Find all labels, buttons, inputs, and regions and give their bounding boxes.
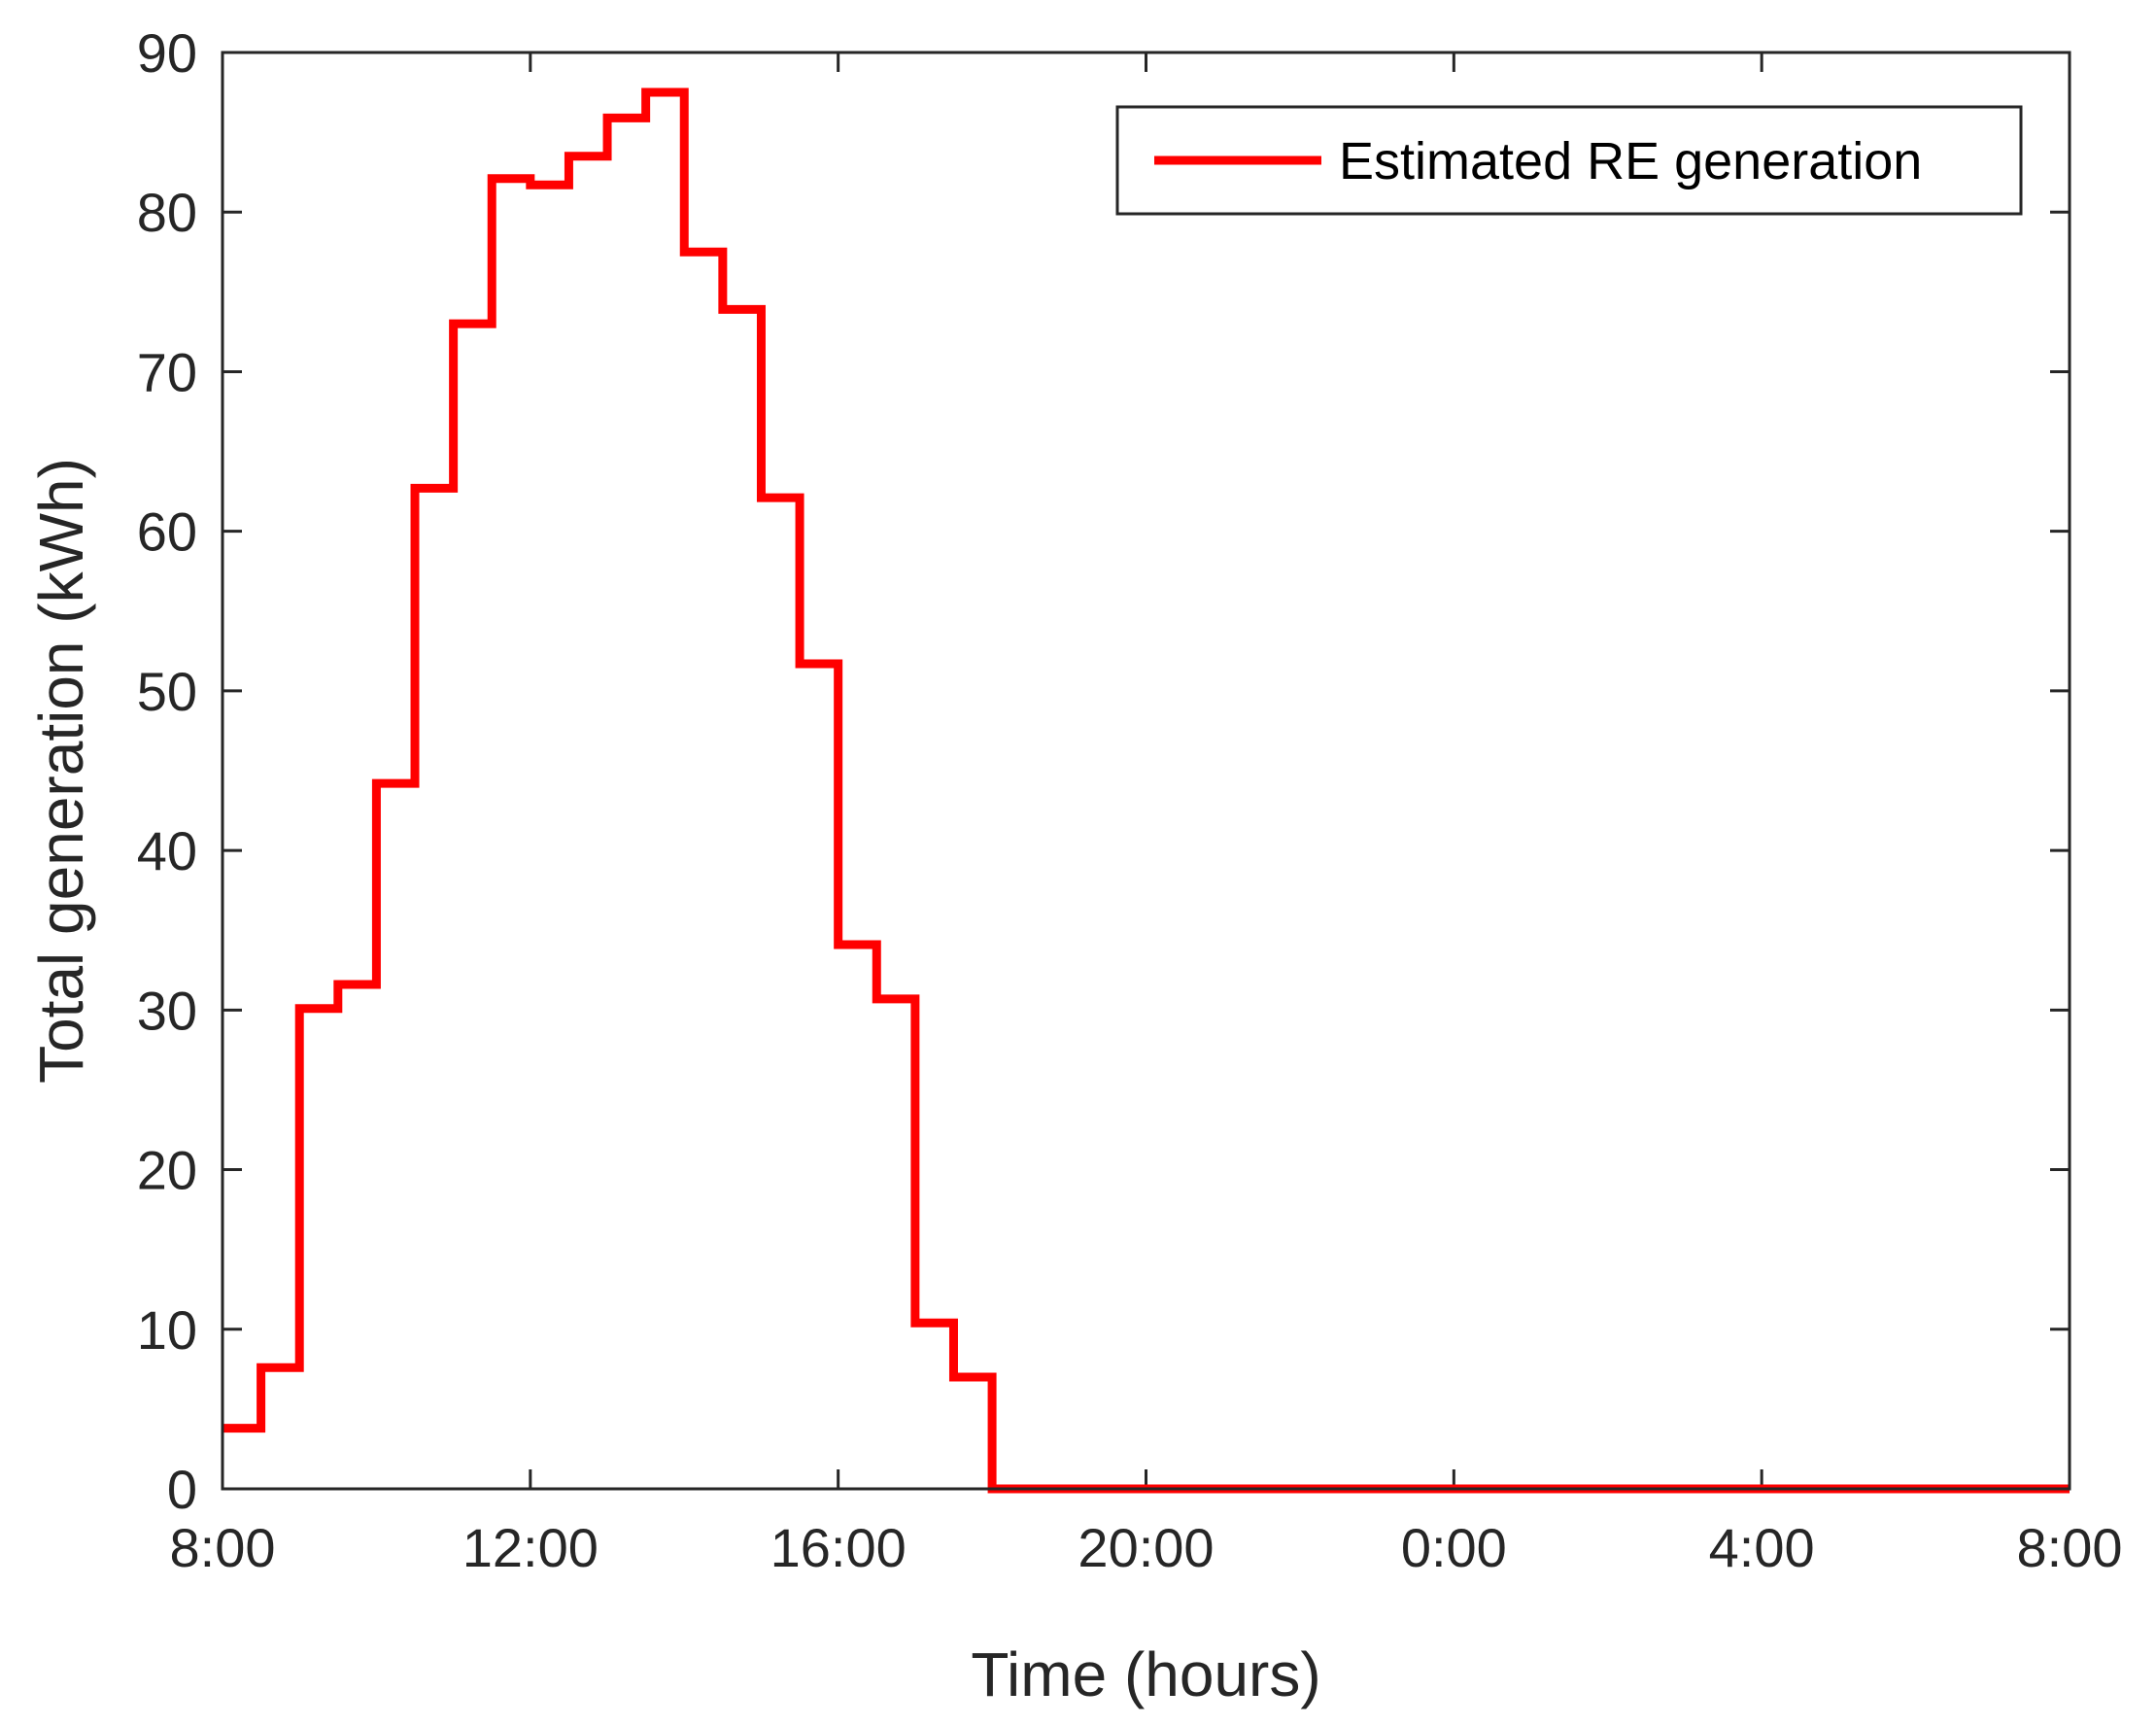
legend: Estimated RE generation: [1115, 105, 2023, 216]
x-axis-ticks: 8:00 12:00 16:00 20:00 0:00 4:00 8:00: [170, 52, 2123, 1578]
y-tick-label: 20: [137, 1140, 197, 1201]
x-tick-label: 16:00: [770, 1517, 907, 1578]
y-tick-label: 80: [137, 182, 197, 243]
y-tick-label: 90: [137, 22, 197, 84]
x-tick-label: 4:00: [1709, 1517, 1815, 1578]
x-tick-label: 8:00: [2017, 1517, 2123, 1578]
legend-label: Estimated RE generation: [1339, 132, 1922, 190]
y-tick-label: 70: [137, 341, 197, 402]
y-tick-label: 30: [137, 980, 197, 1041]
y-tick-label: 40: [137, 820, 197, 881]
x-tick-label: 12:00: [462, 1517, 599, 1578]
y-axis-ticks: 0 10 20 30 40 50 60 70 80 90: [137, 22, 2070, 1520]
y-tick-label: 50: [137, 661, 197, 722]
y-tick-label: 0: [167, 1459, 197, 1520]
x-tick-label: 8:00: [170, 1517, 276, 1578]
y-tick-label: 10: [137, 1299, 197, 1361]
x-tick-label: 20:00: [1078, 1517, 1214, 1578]
x-axis-label: Time (hours): [971, 1639, 1320, 1709]
y-axis-label: Total generation (kWh): [26, 458, 96, 1084]
x-tick-label: 0:00: [1401, 1517, 1507, 1578]
y-tick-label: 60: [137, 501, 197, 563]
plot-area-frame: [221, 51, 2071, 1491]
